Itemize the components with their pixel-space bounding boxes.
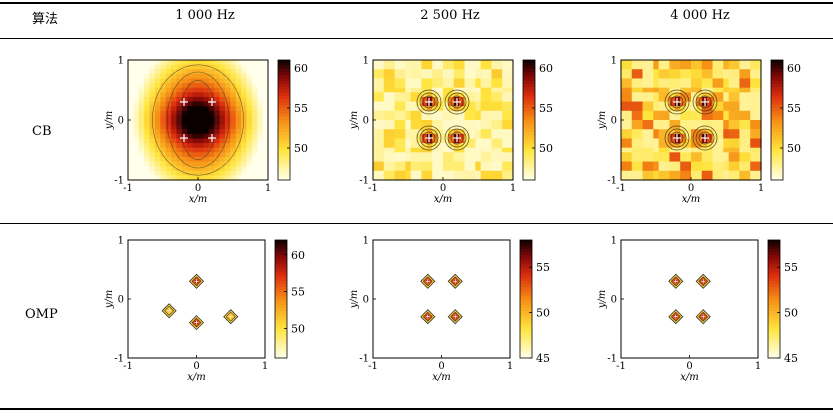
y-tick-label: 1 [363,56,369,67]
y-axis-label: y/m [104,290,115,310]
header-rule [0,38,833,39]
y-axis-label: y/m [597,111,608,131]
colorbar-tick-label: 50 [536,307,550,320]
x-tick-label: -1 [123,183,133,194]
header-freq-4000: 4 000 Hz [670,8,730,23]
colorbar-tick-label: 60 [787,62,801,75]
x-tick-label: 1 [755,361,761,372]
colorbar-tick-label: 60 [294,62,308,75]
y-tick-label: 0 [118,116,124,127]
y-tick-label: 1 [118,56,124,67]
cb-1000hz-map: -1 0 1 -1 0 1 x/m y/m 60 55 50 [104,56,308,206]
x-tick-label: 0 [193,361,199,372]
omp-2500hz-map: -1 0 1 -1 0 1 x/m y/m 55 50 45 [349,236,550,384]
y-axis-label: y/m [349,111,360,131]
y-tick-label: 0 [118,295,124,306]
x-tick-label: 1 [262,361,268,372]
cb-4000hz-map: -1 0 1 -1 0 1 x/m y/m 60 55 50 [597,56,801,206]
row-label-omp: OMP [25,307,58,322]
y-tick-label: 1 [118,236,124,247]
omp-1000hz-map: -1 0 1 -1 0 1 x/m y/m 60 55 50 [104,236,305,384]
colorbar-tick-label: 50 [787,142,801,155]
colorbar-tick-label: 55 [291,286,305,299]
y-axis-label: y/m [104,111,115,131]
y-tick-label: 1 [363,236,369,247]
row-label-cb: CB [32,124,52,139]
y-tick-label: 1 [611,56,617,67]
x-axis-label: x/m [432,372,451,383]
y-tick-label: 0 [363,295,369,306]
colorbar-tick-label: 60 [539,62,553,75]
colorbar-tick-label: 60 [291,249,305,262]
x-axis-label: x/m [680,372,699,383]
y-axis-label: y/m [597,290,608,310]
y-tick-label: -1 [359,354,369,365]
x-tick-label: 0 [686,361,692,372]
y-axis-label: y/m [349,290,360,310]
x-tick-label: -1 [368,183,378,194]
x-axis-label: x/m [434,194,453,205]
y-tick-label: 0 [611,295,617,306]
mid-rule [0,223,833,224]
y-tick-label: 1 [611,236,617,247]
x-tick-label: -1 [616,361,626,372]
header-freq-1000: 1 000 Hz [175,8,235,23]
x-axis-label: x/m [682,194,701,205]
bottom-rule [0,408,833,410]
y-tick-label: -1 [607,354,617,365]
x-axis-label: x/m [189,194,208,205]
colorbar-tick-label: 50 [784,307,798,320]
header-freq-2500: 2 500 Hz [420,8,480,23]
colorbar-tick-label: 50 [294,142,308,155]
x-axis-label: x/m [187,372,206,383]
colorbar-tick-label: 55 [294,102,308,115]
colorbar-tick-label: 55 [784,261,798,274]
y-tick-label: -1 [607,176,617,187]
y-tick-label: -1 [359,176,369,187]
x-tick-label: 1 [507,361,513,372]
x-tick-label: -1 [123,361,133,372]
x-tick-label: 0 [195,183,201,194]
colorbar-tick-label: 45 [536,352,550,365]
y-tick-label: 0 [611,116,617,127]
x-tick-label: -1 [368,361,378,372]
cb-2500hz-map: -1 0 1 -1 0 1 x/m y/m 60 55 50 [349,56,553,206]
x-tick-label: 0 [438,361,444,372]
x-tick-label: 1 [265,183,271,194]
x-tick-label: 0 [688,183,694,194]
colorbar-tick-label: 55 [539,102,553,115]
colorbar-tick-label: 55 [536,261,550,274]
x-tick-label: -1 [616,183,626,194]
colorbar-tick-label: 45 [784,352,798,365]
x-tick-label: 1 [758,183,764,194]
y-tick-label: 0 [363,116,369,127]
x-tick-label: 0 [440,183,446,194]
header-algorithm: 算法 [31,12,58,27]
colorbar-tick-label: 50 [539,142,553,155]
omp-4000hz-map: -1 0 1 -1 0 1 x/m y/m 55 50 45 [597,236,798,384]
colorbar-tick-label: 55 [787,102,801,115]
x-tick-label: 1 [510,183,516,194]
colorbar-tick-label: 50 [291,323,305,336]
y-tick-label: -1 [114,354,124,365]
top-rule [0,2,833,4]
y-tick-label: -1 [114,176,124,187]
